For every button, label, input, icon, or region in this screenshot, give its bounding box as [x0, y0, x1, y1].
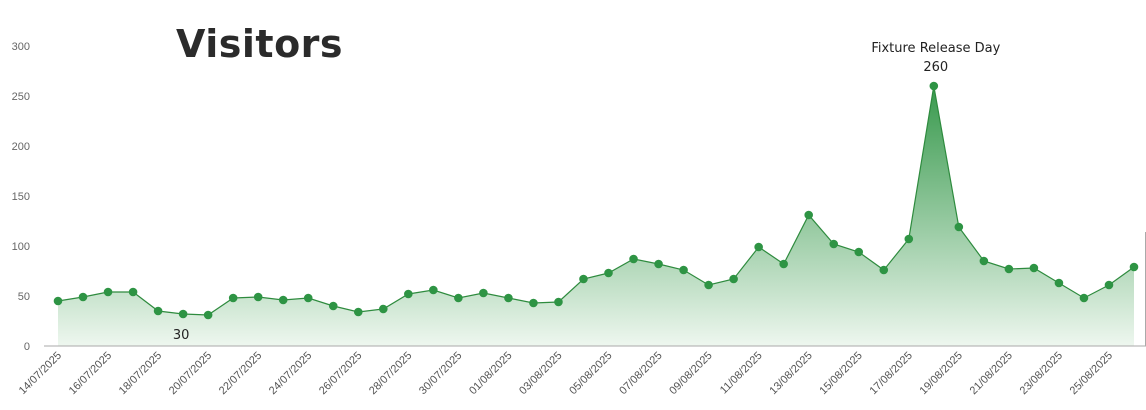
annotation-label: 260 — [923, 60, 948, 75]
data-point — [679, 265, 688, 275]
data-point — [829, 239, 839, 249]
area-fill — [58, 86, 1134, 346]
x-tick-label: 19/08/2025 — [918, 350, 965, 397]
data-point — [353, 307, 363, 317]
data-point — [404, 289, 413, 299]
y-tick-label: 150 — [12, 191, 30, 203]
x-tick-label: 14/07/2025 — [17, 350, 64, 397]
data-point — [479, 288, 488, 298]
data-point — [929, 81, 939, 91]
data-point — [954, 222, 964, 232]
x-tick-label: 20/07/2025 — [167, 350, 214, 397]
data-point — [729, 274, 738, 284]
data-points — [53, 81, 1139, 320]
data-point — [1079, 293, 1089, 303]
data-point — [203, 310, 213, 320]
y-tick-label: 250 — [12, 91, 30, 103]
data-point — [604, 268, 613, 278]
data-point — [529, 298, 538, 308]
x-tick-label: 18/07/2025 — [117, 350, 164, 397]
data-point — [1029, 263, 1039, 273]
x-tick-label: 23/08/2025 — [1018, 350, 1065, 397]
data-point — [854, 247, 864, 257]
annotation-label: Fixture Release Day — [871, 41, 1000, 56]
data-point — [379, 304, 388, 314]
data-point — [153, 306, 163, 316]
y-tick-label: 0 — [24, 341, 30, 353]
data-point — [303, 293, 313, 303]
y-axis-ticks: 0 50 100 150 200 250 300 — [12, 41, 30, 353]
data-point — [429, 285, 438, 295]
x-tick-label: 30/07/2025 — [417, 350, 464, 397]
x-axis-ticks: 14/07/2025 16/07/2025 18/07/2025 20/07/2025… — [17, 350, 1115, 397]
x-tick-label: 01/08/2025 — [467, 350, 514, 397]
x-tick-label: 11/08/2025 — [718, 350, 765, 397]
x-tick-label: 15/08/2025 — [817, 350, 864, 397]
data-point — [579, 274, 588, 284]
data-point — [1104, 280, 1114, 290]
data-point — [904, 234, 914, 244]
y-tick-label: 200 — [12, 141, 30, 153]
x-tick-label: 09/08/2025 — [667, 350, 714, 397]
data-point — [654, 259, 663, 269]
y-tick-label: 300 — [12, 41, 30, 53]
data-point — [103, 287, 113, 297]
data-point — [53, 296, 63, 306]
x-tick-label: 05/08/2025 — [567, 350, 614, 397]
data-point — [1129, 262, 1139, 272]
x-tick-label: 17/08/2025 — [867, 350, 914, 397]
data-point — [278, 295, 288, 305]
data-point — [128, 287, 138, 297]
data-point — [754, 242, 763, 252]
data-point — [779, 259, 788, 269]
annotations: 30 Fixture Release Day 260 — [173, 41, 1001, 343]
x-tick-label: 13/08/2025 — [767, 350, 814, 397]
x-tick-label: 21/08/2025 — [968, 350, 1015, 397]
y-tick-label: 100 — [12, 241, 30, 253]
x-tick-label: 28/07/2025 — [367, 350, 414, 397]
data-point — [554, 297, 563, 307]
x-tick-label: 07/08/2025 — [617, 350, 664, 397]
data-point — [1054, 278, 1064, 288]
x-tick-label: 16/07/2025 — [67, 350, 114, 397]
data-point — [704, 280, 713, 290]
data-point — [178, 309, 188, 319]
data-point — [804, 210, 813, 220]
x-tick-label: 25/08/2025 — [1068, 350, 1115, 397]
x-tick-label: 24/07/2025 — [267, 350, 314, 397]
data-point — [1004, 264, 1014, 274]
data-point — [78, 292, 88, 302]
data-point — [979, 256, 989, 266]
data-point — [228, 293, 238, 303]
chart-title: Visitors — [176, 22, 344, 66]
data-point — [328, 301, 338, 311]
x-tick-label: 26/07/2025 — [317, 350, 364, 397]
data-point — [629, 254, 638, 264]
y-tick-label: 50 — [18, 291, 30, 303]
x-tick-label: 22/07/2025 — [217, 350, 264, 397]
data-point — [504, 293, 513, 303]
data-point — [879, 265, 889, 275]
annotation-label: 30 — [173, 328, 190, 343]
data-point — [454, 293, 463, 303]
data-point — [253, 292, 263, 302]
x-tick-label: 03/08/2025 — [517, 350, 564, 397]
